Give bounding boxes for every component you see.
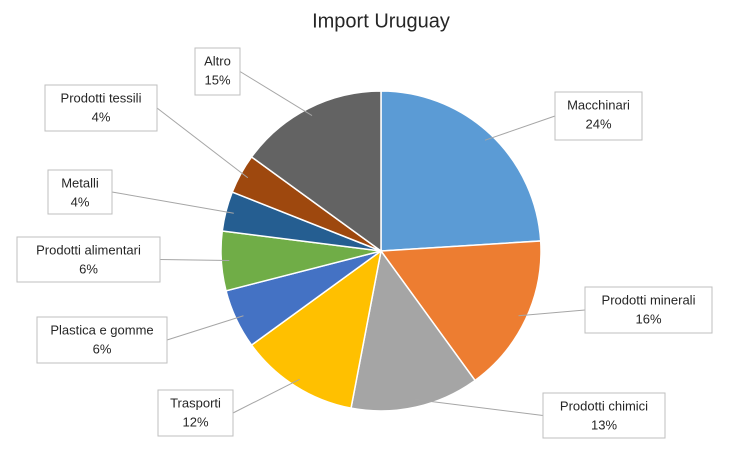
label-category: Prodotti alimentari (36, 242, 141, 257)
label-value: 24% (585, 116, 611, 131)
label-box (194, 47, 241, 96)
label-box (542, 392, 666, 439)
slice (250, 249, 383, 410)
label-box (157, 389, 234, 437)
labels: Macchinari 24% Prodotti minerali 16% Prodott… (16, 47, 713, 439)
label-box (584, 286, 713, 334)
label-value: 15% (204, 72, 230, 87)
label-box (554, 91, 643, 141)
label-value: 4% (71, 194, 90, 209)
slices (220, 90, 542, 412)
leader-line (239, 71, 313, 116)
leader-line (166, 315, 244, 341)
label-box (44, 84, 158, 132)
label-category: Prodotti chimici (560, 398, 648, 413)
label-value: 12% (182, 414, 208, 429)
label-value: 13% (591, 417, 617, 432)
label-category: Trasporti (170, 395, 221, 410)
label-value: 6% (79, 261, 98, 276)
leader-line (111, 191, 234, 214)
label-value: 4% (92, 109, 111, 124)
chart-title: Import Uruguay (312, 10, 450, 32)
label-box (47, 169, 113, 215)
leader-line (414, 398, 544, 416)
slice (379, 240, 542, 382)
leader-line (156, 107, 249, 179)
leader-line (232, 378, 300, 414)
label-value: 16% (635, 311, 661, 326)
slice (250, 90, 382, 253)
label-value: 6% (93, 341, 112, 356)
label-category: Plastica e gomme (50, 322, 153, 337)
label-category: Prodotti tessili (61, 90, 142, 105)
label-category: Metalli (61, 175, 99, 190)
label-category: Prodotti minerali (602, 292, 696, 307)
leader-line (484, 115, 556, 141)
label-box (16, 236, 161, 283)
leader-line (159, 259, 230, 262)
slice (380, 90, 542, 252)
label-category: Macchinari (567, 97, 630, 112)
slice (350, 249, 477, 412)
leader-line (518, 309, 586, 317)
label-category: Altro (204, 53, 231, 68)
label-box (36, 316, 168, 364)
